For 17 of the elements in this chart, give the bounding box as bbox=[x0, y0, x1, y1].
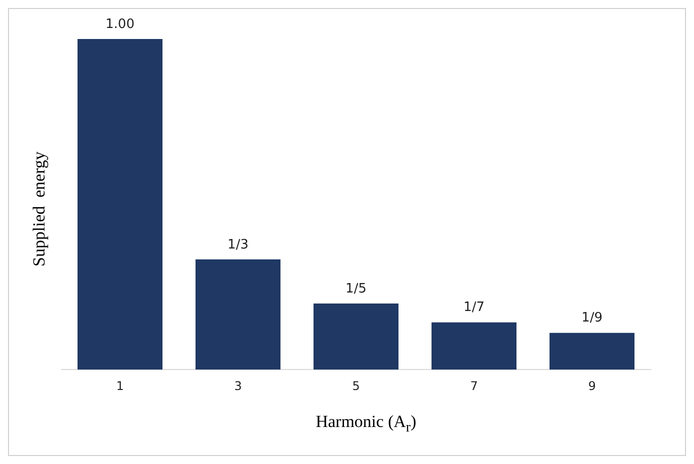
data-label: 1/9 bbox=[582, 310, 602, 326]
bar bbox=[78, 39, 162, 370]
bar bbox=[196, 259, 280, 370]
x-axis-title: Harmonic (A$_{r}$) bbox=[314, 412, 418, 436]
bar bbox=[550, 332, 634, 370]
data-label: 1.00 bbox=[106, 16, 134, 32]
bar bbox=[314, 303, 398, 370]
bar bbox=[432, 322, 516, 370]
data-label: 1/7 bbox=[464, 300, 484, 316]
x-tick-label: 3 bbox=[234, 378, 242, 393]
x-tick-label: 7 bbox=[470, 378, 478, 393]
y-axis-title: Supplied energy bbox=[29, 152, 49, 266]
x-tick-label: 5 bbox=[352, 378, 360, 393]
data-label: 1/5 bbox=[346, 281, 366, 296]
x-tick-label: 9 bbox=[588, 378, 596, 393]
x-tick-label: 1 bbox=[116, 378, 124, 393]
data-label: 1/3 bbox=[228, 237, 248, 252]
